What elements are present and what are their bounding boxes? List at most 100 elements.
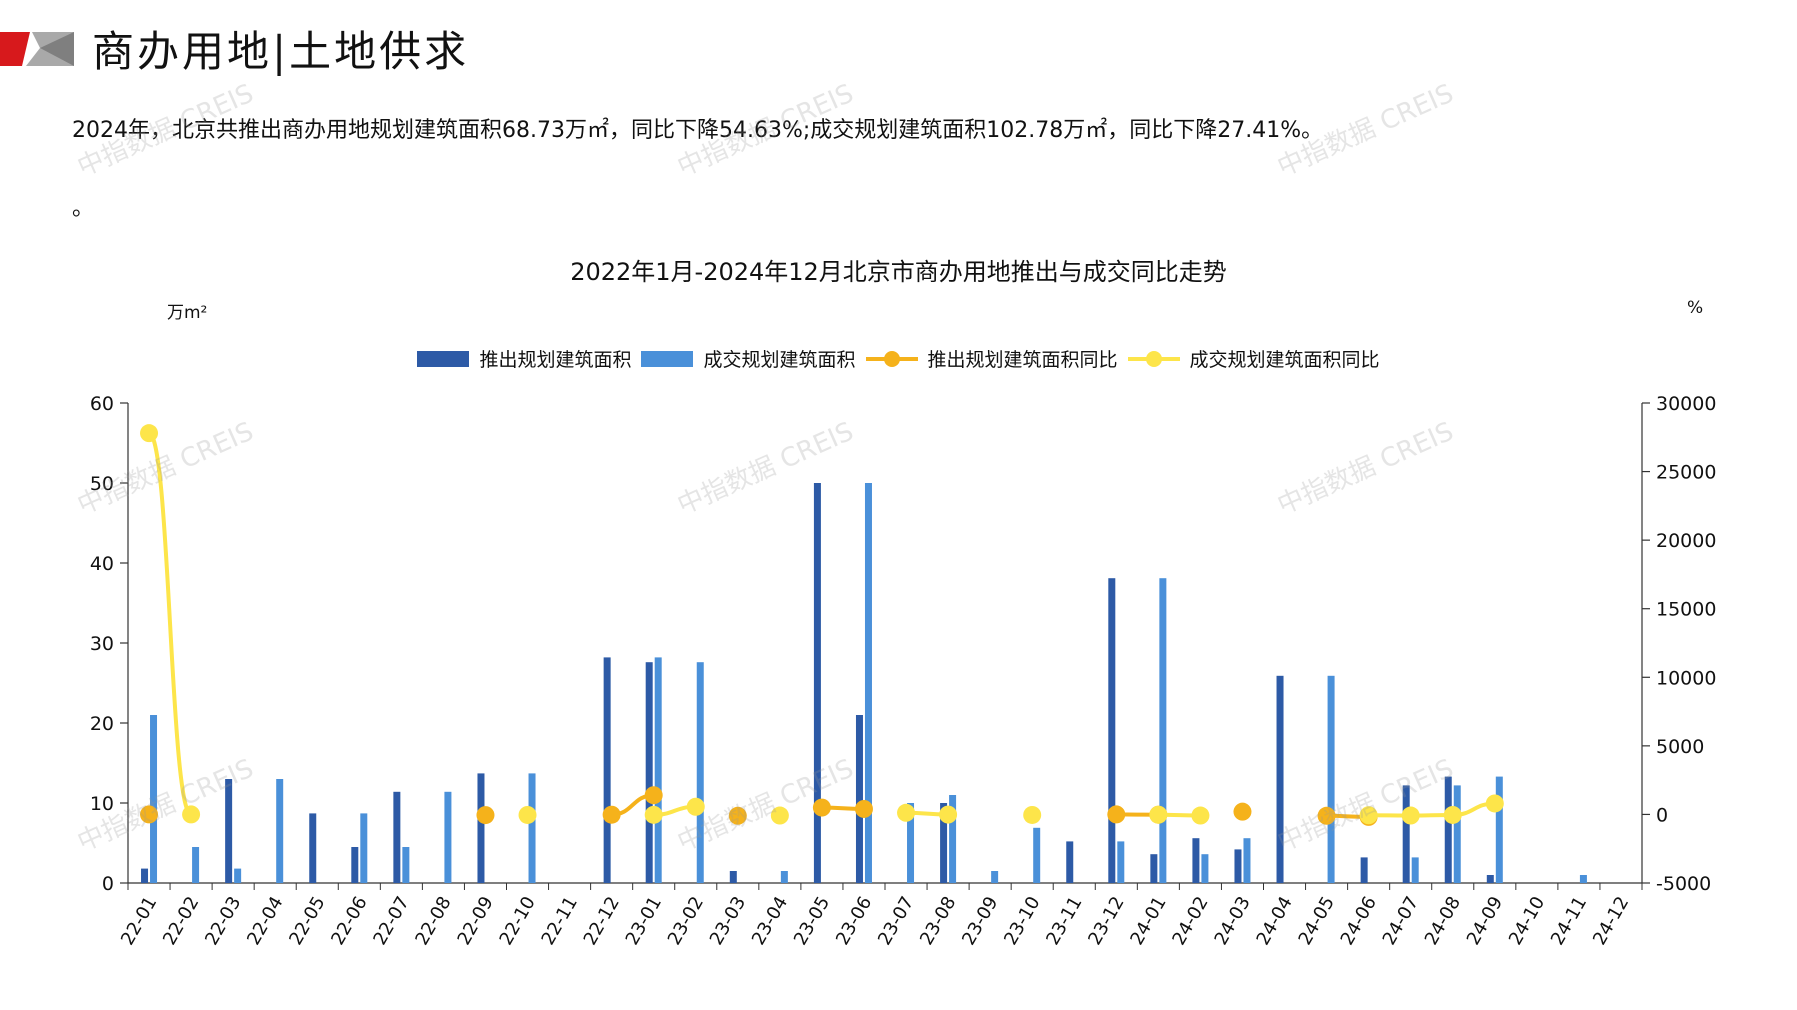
- deal-area-bar: [1328, 676, 1335, 883]
- left-tick-label: 30: [90, 633, 114, 655]
- launch-area-bar: [309, 813, 316, 883]
- x-tick-label: 22-05: [285, 893, 329, 949]
- launch-area-bar: [477, 773, 484, 883]
- left-tick-label: 20: [90, 713, 114, 735]
- x-tick-label: 23-07: [874, 893, 918, 949]
- deal-yoy-point: [687, 798, 705, 816]
- x-tick-label: 24-09: [1463, 893, 1507, 949]
- x-tick-label: 22-08: [411, 893, 455, 949]
- launch-area-bar: [604, 657, 611, 883]
- deal-yoy-point: [140, 424, 158, 442]
- deal-yoy-point: [182, 805, 200, 823]
- launch-area-bar: [351, 847, 358, 883]
- deal-area-bar: [1580, 875, 1587, 883]
- launch-area-bar: [1108, 578, 1115, 883]
- x-tick-label: 22-02: [159, 893, 203, 949]
- launch-area-bar: [1277, 676, 1284, 883]
- left-tick-label: 50: [90, 473, 114, 495]
- launch-yoy-point: [1233, 803, 1251, 821]
- launch-area-bar: [1066, 841, 1073, 883]
- x-tick-label: 22-04: [243, 893, 287, 949]
- launch-area-bar: [646, 662, 653, 883]
- deal-area-bar: [1243, 838, 1250, 883]
- x-tick-label: 22-11: [538, 893, 582, 949]
- deal-yoy-point: [939, 806, 957, 824]
- launch-yoy-point: [855, 800, 873, 818]
- x-tick-label: 23-01: [622, 893, 666, 949]
- x-tick-label: 23-06: [832, 893, 876, 949]
- deal-yoy-point: [1360, 806, 1378, 824]
- x-tick-label: 23-04: [748, 893, 792, 949]
- deal-area-bar: [234, 869, 241, 883]
- left-tick-label: 10: [90, 793, 114, 815]
- x-tick-label: 24-10: [1505, 893, 1549, 949]
- x-tick-label: 24-08: [1421, 893, 1465, 949]
- x-tick-label: 22-09: [453, 893, 497, 949]
- left-tick-label: 0: [102, 873, 114, 895]
- deal-area-bar: [444, 792, 451, 883]
- left-tick-label: 60: [90, 393, 114, 415]
- x-tick-label: 22-07: [369, 893, 413, 949]
- right-tick-label: 5000: [1656, 736, 1704, 758]
- x-tick-label: 23-03: [706, 893, 750, 949]
- right-tick-label: 15000: [1656, 599, 1716, 621]
- x-tick-label: 24-07: [1379, 893, 1423, 949]
- x-tick-label: 24-06: [1337, 893, 1381, 949]
- deal-area-bar: [1201, 854, 1208, 883]
- deal-area-bar: [697, 662, 704, 883]
- x-tick-label: 22-01: [117, 893, 161, 949]
- launch-yoy-point: [140, 805, 158, 823]
- launch-yoy-point: [645, 786, 663, 804]
- x-tick-label: 23-05: [790, 893, 834, 949]
- launch-yoy-point: [603, 806, 621, 824]
- launch-area-bar: [1403, 785, 1410, 883]
- launch-yoy-point: [729, 807, 747, 825]
- launch-area-bar: [814, 483, 821, 883]
- right-tick-label: 10000: [1656, 667, 1716, 689]
- x-tick-label: 22-12: [580, 893, 624, 949]
- launch-area-bar: [1445, 777, 1452, 883]
- launch-area-bar: [1192, 838, 1199, 883]
- x-tick-label: 23-08: [916, 893, 960, 949]
- deal-yoy-line: [1369, 803, 1495, 815]
- deal-area-bar: [655, 657, 662, 883]
- deal-yoy-point: [771, 807, 789, 825]
- x-tick-label: 24-11: [1547, 893, 1591, 949]
- deal-yoy-point: [645, 806, 663, 824]
- x-tick-label: 24-01: [1126, 893, 1170, 949]
- launch-area-bar: [1150, 854, 1157, 883]
- deal-area-bar: [1117, 841, 1124, 883]
- launch-area-bar: [141, 869, 148, 883]
- deal-area-bar: [1159, 578, 1166, 883]
- x-tick-label: 22-03: [201, 893, 245, 949]
- deal-area-bar: [402, 847, 409, 883]
- x-tick-label: 23-12: [1084, 893, 1128, 949]
- x-tick-label: 24-04: [1253, 893, 1297, 949]
- deal-area-bar: [1496, 777, 1503, 883]
- deal-area-bar: [360, 813, 367, 883]
- deal-area-bar: [150, 715, 157, 883]
- x-tick-label: 24-12: [1589, 893, 1633, 949]
- right-tick-label: 20000: [1656, 530, 1716, 552]
- launch-yoy-point: [1107, 805, 1125, 823]
- deal-area-bar: [1033, 828, 1040, 883]
- deal-area-bar: [1412, 857, 1419, 883]
- x-tick-label: 23-02: [664, 893, 708, 949]
- launch-area-bar: [730, 871, 737, 883]
- launch-area-bar: [225, 779, 232, 883]
- x-tick-label: 23-09: [958, 893, 1002, 949]
- deal-yoy-point: [1191, 807, 1209, 825]
- deal-area-bar: [192, 847, 199, 883]
- x-tick-label: 23-10: [1000, 893, 1044, 949]
- deal-yoy-point: [1023, 806, 1041, 824]
- launch-area-bar: [393, 792, 400, 883]
- deal-yoy-point: [1402, 807, 1420, 825]
- launch-area-bar: [856, 715, 863, 883]
- deal-yoy-point: [1149, 806, 1167, 824]
- right-tick-label: -5000: [1656, 873, 1711, 895]
- x-tick-label: 24-03: [1210, 893, 1254, 949]
- x-tick-label: 23-11: [1042, 893, 1086, 949]
- launch-yoy-point: [476, 806, 494, 824]
- deal-area-bar: [1454, 785, 1461, 883]
- deal-area-bar: [991, 871, 998, 883]
